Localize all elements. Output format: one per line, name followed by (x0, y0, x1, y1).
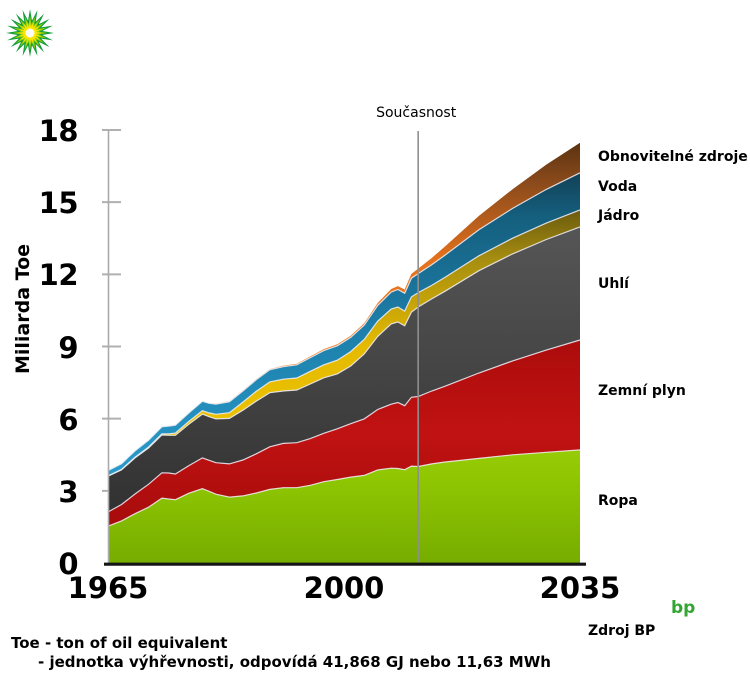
area-voda (108, 172, 580, 476)
x-tick-label-2035: 2035 (539, 571, 621, 605)
area-zemn-plyn (108, 340, 580, 527)
source-label: Zdroj BP (588, 623, 656, 639)
legend-label-zemn-plyn: Zemní plyn (598, 383, 686, 399)
footnote-line-1: Toe - ton of oil equivalent (11, 634, 228, 652)
y-tick-label-0: 0 (58, 547, 78, 581)
y-tick-label-12: 12 (38, 258, 79, 293)
band-separator (107, 172, 581, 472)
band-separator (107, 339, 581, 513)
legend-label-uhl-: Uhlí (598, 276, 629, 292)
present-line-label: Současnost (376, 105, 457, 121)
area-uhl- (108, 226, 580, 512)
bp-helios-logo-icon (6, 9, 54, 57)
legend-label-voda: Voda (598, 179, 638, 195)
band-separator (107, 226, 581, 477)
legend-label-j-dro: Jádro (598, 208, 640, 224)
band-separator (107, 449, 581, 527)
bp-wordmark: bp (671, 598, 696, 618)
y-axis-title: Miliarda Toe (12, 243, 34, 375)
bp-logo-shape (25, 28, 35, 38)
x-tick-label-1965: 1965 (67, 571, 149, 605)
y-tick-label-15: 15 (38, 186, 79, 221)
y-tick-label-6: 6 (58, 402, 78, 437)
footnote-line-2: - jednotka výhřevnosti, odpovídá 41,868 … (38, 653, 551, 671)
y-tick-label-3: 3 (58, 474, 78, 509)
band-separator (107, 209, 581, 477)
x-tick-label-2000: 2000 (303, 571, 385, 605)
area-obnoviteln-zdroje (108, 142, 580, 471)
y-tick-label-18: 18 (38, 114, 79, 148)
y-tick-label-9: 9 (58, 330, 78, 365)
legend-label-obnoviteln-zdroje: Obnovitelné zdroje (598, 149, 748, 165)
area-ropa (108, 449, 580, 563)
legend-label-ropa: Ropa (598, 493, 638, 509)
area-j-dro (108, 209, 580, 477)
